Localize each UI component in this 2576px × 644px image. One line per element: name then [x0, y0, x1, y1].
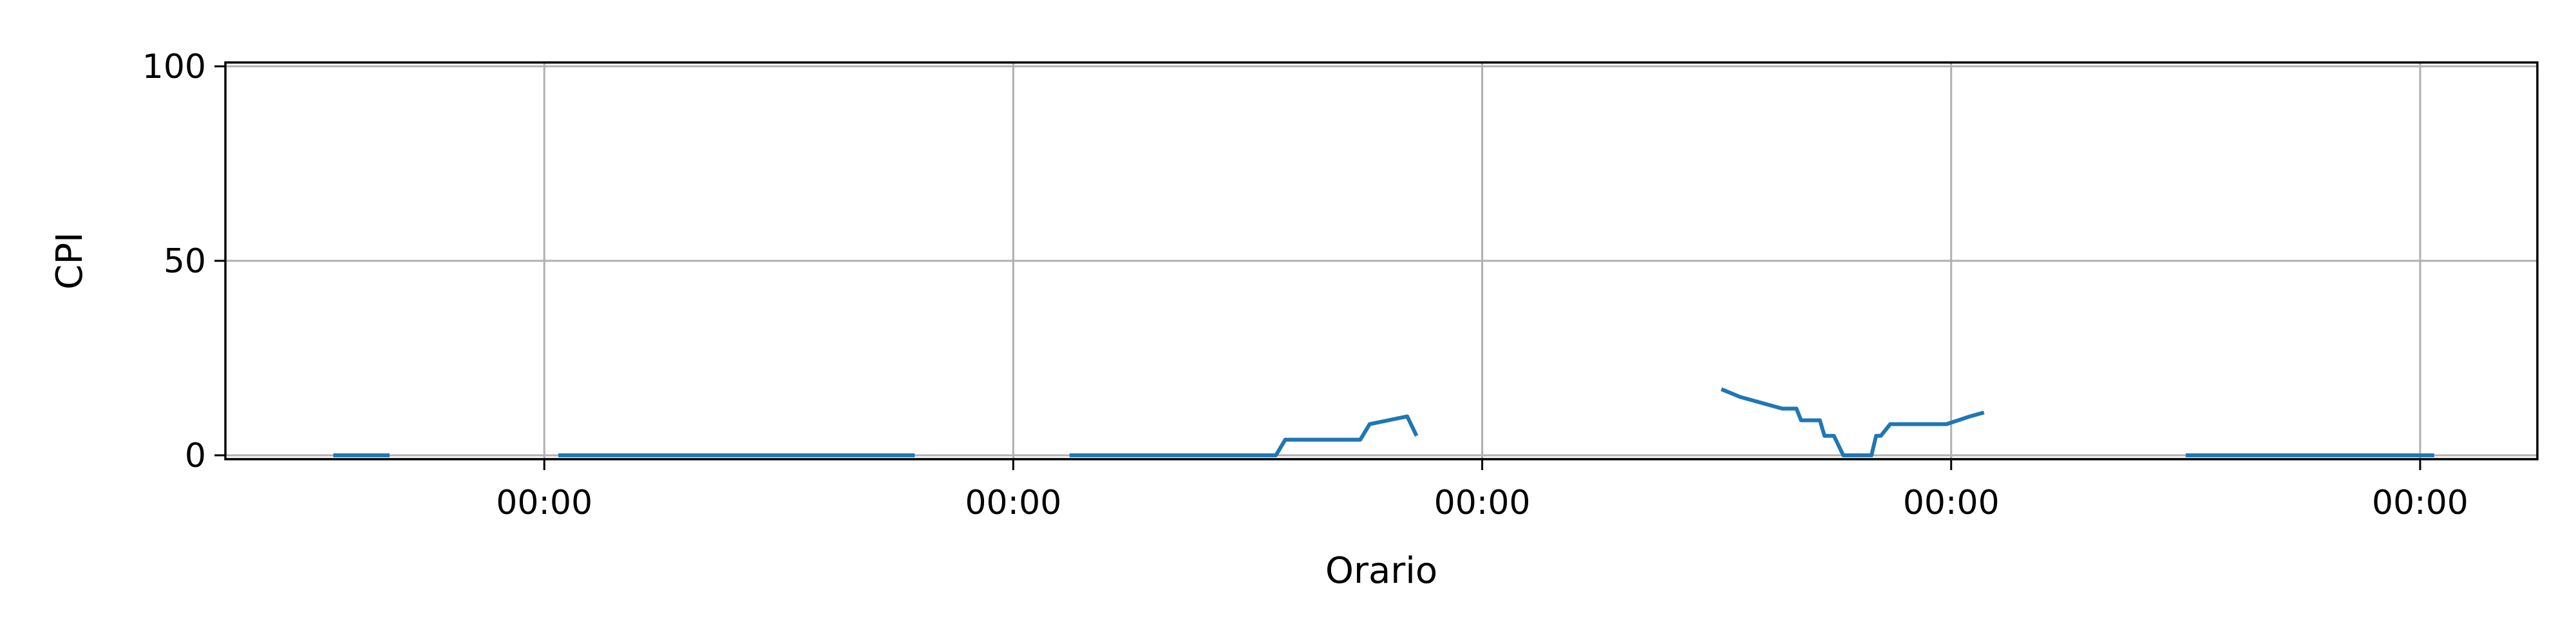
cpi-data-point: [1871, 455, 1872, 456]
cpi-data-point: [1782, 408, 1783, 409]
cpi-data-point: [1796, 408, 1797, 409]
y-tick-label: 100: [142, 48, 206, 86]
cpi-data-point: [333, 455, 334, 456]
y-tick-label: 50: [164, 242, 206, 281]
y-axis-label: CPI: [49, 232, 91, 289]
x-tick-label: 00:00: [1434, 484, 1531, 522]
cpi-data-point: [914, 455, 915, 456]
y-tick-label: 0: [185, 437, 206, 475]
cpi-data-point: [1876, 435, 1877, 436]
cpi-data-point: [2185, 455, 2186, 456]
cpi-series: [333, 387, 2434, 457]
x-tick-label: 00:00: [965, 484, 1061, 522]
grid-lines: [225, 62, 2537, 459]
cpi-data-point: [389, 455, 390, 456]
cpi-data-point: [1407, 416, 1408, 417]
cpi-data-point: [1824, 435, 1825, 436]
cpi-data-point: [558, 455, 559, 456]
x-axis-label: Orario: [1325, 550, 1437, 592]
cpi-line-segment: [1069, 414, 1419, 457]
cpi-data-point: [1069, 455, 1070, 456]
cpi-data-point: [1833, 435, 1834, 436]
cpi-data-point: [1843, 455, 1844, 456]
cpi-data-point: [1819, 420, 1820, 421]
cpi-data-point: [1360, 439, 1361, 440]
cpi-data-point: [1969, 416, 1970, 417]
x-tick-label: 00:00: [496, 484, 592, 522]
x-tick-label: 00:00: [2372, 484, 2468, 522]
x-tick-label: 00:00: [1903, 484, 2000, 522]
cpi-data-point: [1880, 435, 1881, 436]
cpi-line-segment: [1720, 387, 1985, 457]
cpi-data-point: [1416, 435, 1417, 436]
axis-ticks: 00:00 00:00 00:00 00:00 00:00 0 50 100: [142, 48, 2468, 522]
